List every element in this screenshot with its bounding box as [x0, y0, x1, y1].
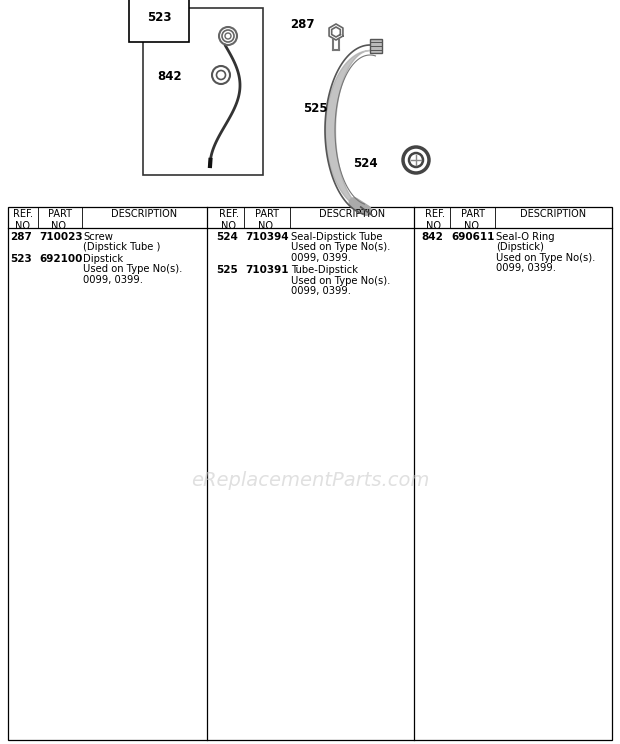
Text: Seal-Dipstick Tube: Seal-Dipstick Tube [291, 232, 383, 242]
Text: eReplacementParts.com: eReplacementParts.com [191, 470, 429, 490]
Text: 692100: 692100 [39, 254, 82, 264]
Text: REF.
NO.: REF. NO. [219, 209, 239, 231]
Text: 710394: 710394 [245, 232, 289, 242]
Text: REF.
NO.: REF. NO. [425, 209, 445, 231]
Text: 842: 842 [421, 232, 443, 242]
Text: PART
NO.: PART NO. [255, 209, 279, 231]
Text: DESCRIPTION: DESCRIPTION [319, 209, 385, 219]
Text: Screw: Screw [83, 232, 113, 242]
Bar [143, 8, 263, 175]
Text: 0099, 0399.: 0099, 0399. [291, 286, 351, 296]
Text: 0099, 0399.: 0099, 0399. [83, 275, 143, 285]
Text: 287: 287 [290, 18, 314, 31]
Text: 842: 842 [157, 69, 182, 83]
Text: PART
NO.: PART NO. [48, 209, 72, 231]
Text: 524: 524 [353, 157, 378, 170]
Text: 0099, 0399.: 0099, 0399. [291, 253, 351, 263]
FancyArrowPatch shape [354, 202, 366, 211]
Text: Dipstick: Dipstick [83, 254, 123, 264]
Text: 523: 523 [147, 11, 172, 24]
Text: REF.
NO.: REF. NO. [14, 209, 33, 231]
Text: 523: 523 [10, 254, 32, 264]
Text: 710023: 710023 [39, 232, 82, 242]
Text: 524: 524 [216, 232, 238, 242]
Text: 0099, 0399.: 0099, 0399. [496, 263, 556, 274]
Text: Used on Type No(s).: Used on Type No(s). [83, 265, 182, 275]
Text: 690611: 690611 [451, 232, 494, 242]
Bar [8, 207, 612, 740]
Text: DESCRIPTION: DESCRIPTION [112, 209, 177, 219]
Text: PART
NO.: PART NO. [461, 209, 484, 231]
Text: (Dipstick Tube ): (Dipstick Tube ) [83, 243, 161, 252]
Text: (Dipstick): (Dipstick) [496, 243, 544, 252]
Text: Used on Type No(s).: Used on Type No(s). [291, 275, 391, 286]
Bar [370, 39, 383, 53]
Text: 710391: 710391 [245, 265, 288, 275]
Text: 287: 287 [10, 232, 32, 242]
Text: DESCRIPTION: DESCRIPTION [520, 209, 587, 219]
Text: Used on Type No(s).: Used on Type No(s). [291, 243, 391, 252]
Text: Used on Type No(s).: Used on Type No(s). [496, 253, 595, 263]
Text: Tube-Dipstick: Tube-Dipstick [291, 265, 358, 275]
Text: Seal-O Ring: Seal-O Ring [496, 232, 555, 242]
Text: 525: 525 [303, 102, 327, 115]
Text: 525: 525 [216, 265, 237, 275]
